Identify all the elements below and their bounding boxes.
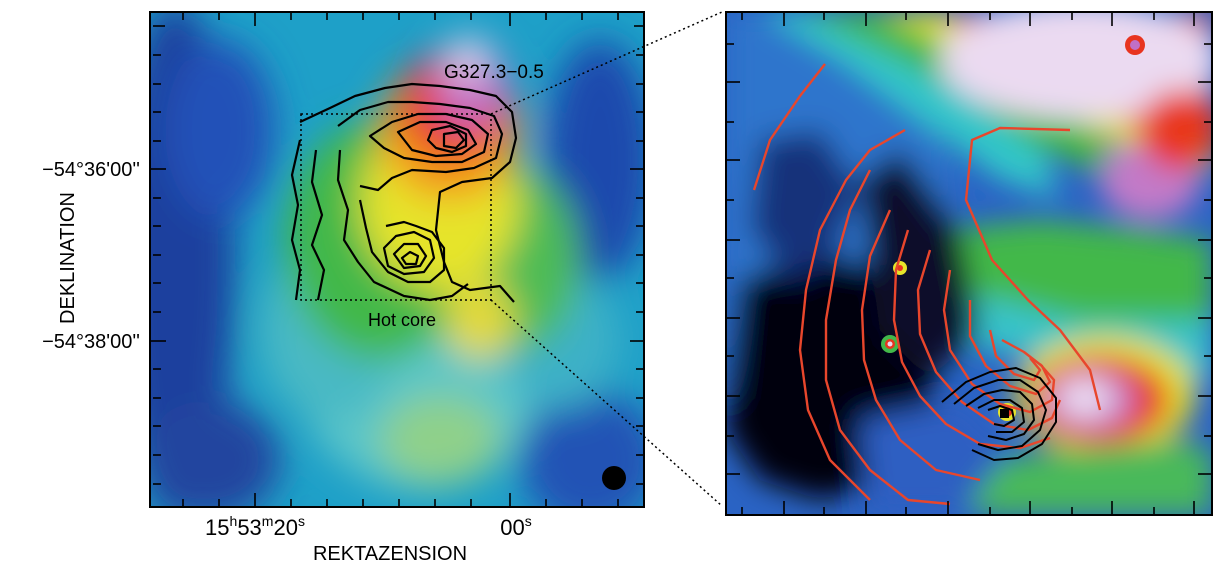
- left-axis-ticks: [150, 12, 644, 507]
- y-axis-label: DEKLINATION: [57, 192, 79, 324]
- source-label: G327.3−0.5: [444, 62, 544, 83]
- left-contours: [290, 82, 518, 303]
- left-panel-frame: [149, 11, 645, 508]
- y-tick-label-1: −54°36'00'': [42, 159, 140, 181]
- x-axis-label: REKTAZENSION: [313, 543, 467, 565]
- zoom-connector-lines: [490, 11, 723, 507]
- left-panel: G327.3−0.5 Hot core: [42, 11, 645, 565]
- hot-core-label: Hot core: [368, 310, 436, 330]
- right-panel-frame: [725, 11, 1213, 516]
- y-tick-label-2: −54°38'00'': [42, 331, 140, 353]
- x-tick-label-2: 00s: [500, 513, 531, 540]
- right-colormap-image: [726, 12, 1212, 515]
- x-tick-label-1: 15h53m20s: [205, 513, 305, 540]
- right-panel: [725, 11, 1213, 516]
- hot-core-selection-box: [300, 113, 492, 301]
- right-axis-ticks: [726, 12, 1212, 515]
- source-position-marker: [1000, 409, 1009, 418]
- right-inner-contours: [941, 367, 1057, 461]
- right-outer-contours: [752, 63, 1102, 506]
- beam-size-marker: [602, 466, 626, 490]
